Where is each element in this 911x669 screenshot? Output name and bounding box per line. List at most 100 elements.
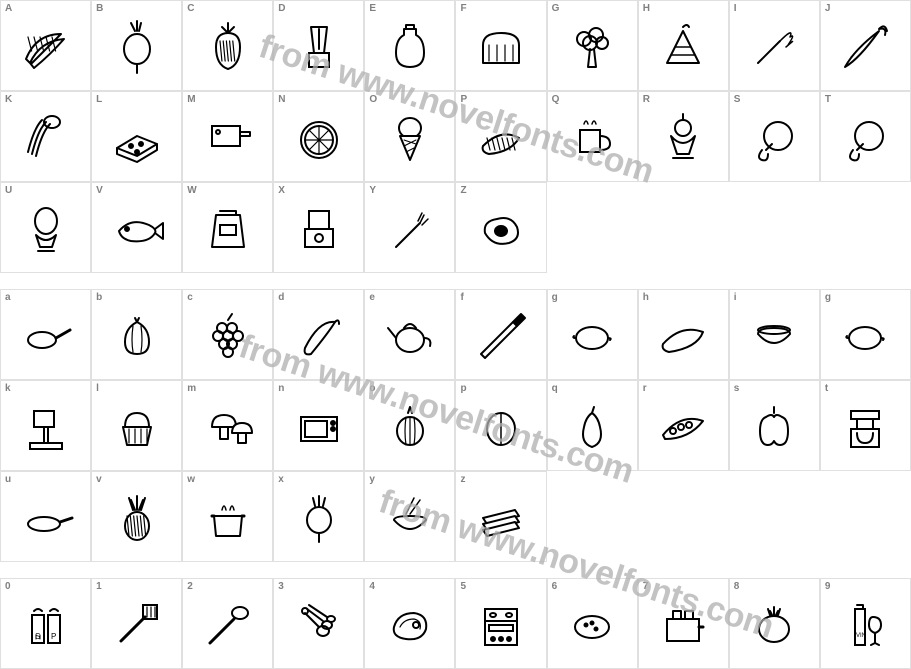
- cell-label: 0: [5, 581, 11, 592]
- rice-bowl-icon: [380, 490, 440, 548]
- glyph-cell: P: [455, 91, 546, 182]
- cake-slice-icon: [653, 19, 713, 77]
- pineapple-icon: [107, 490, 167, 548]
- shakers-icon: SP: [16, 597, 76, 655]
- glyph-cell: r: [638, 380, 729, 471]
- glyph-cell: Z: [455, 182, 546, 273]
- celery-icon: [16, 110, 76, 168]
- glyph-cell: M: [182, 91, 273, 182]
- glyph-cell: G: [547, 0, 638, 91]
- glyph-cell: 7: [638, 578, 729, 669]
- orange-slice-icon: [289, 110, 349, 168]
- pot-icon: [198, 490, 258, 548]
- lemon-icon: [562, 308, 622, 366]
- shallow-pan-icon: [16, 490, 76, 548]
- cell-label: 4: [369, 581, 375, 592]
- glyph-cell: L: [91, 91, 182, 182]
- cell-label: f: [460, 292, 463, 303]
- strawberry-icon: [198, 19, 258, 77]
- glyph-section: abcdefghigklmnopqrstuvwxyz: [0, 289, 911, 562]
- glyph-cell: S: [729, 91, 820, 182]
- font-character-map: ABCDEFGHIJKLMNOPQRSTUVWXYZabcdefghigklmn…: [0, 0, 911, 669]
- whisk-icon: [744, 19, 804, 77]
- cell-label: T: [825, 94, 831, 105]
- glyph-cell: 0 SP: [0, 578, 91, 669]
- empty-cell: [729, 182, 820, 273]
- cell-label: 1: [96, 581, 102, 592]
- broccoli-icon: [562, 19, 622, 77]
- empty-cell: [820, 182, 911, 273]
- glyph-cell: Y: [364, 182, 455, 273]
- zucchini-icon: [653, 308, 713, 366]
- sundae-icon: [653, 110, 713, 168]
- glyph-section: 0SP123456789VIN: [0, 578, 911, 669]
- glyph-cell: p: [455, 380, 546, 471]
- glyph-cell: J: [820, 0, 911, 91]
- cell-label: g: [825, 292, 831, 303]
- turnip-icon: [289, 490, 349, 548]
- drumstick-icon: [744, 110, 804, 168]
- cell-label: P: [460, 94, 467, 105]
- glyph-cell: s: [729, 380, 820, 471]
- cell-label: v: [96, 474, 102, 485]
- glyph-cell: i: [729, 289, 820, 380]
- cell-label: 2: [187, 581, 193, 592]
- milk-jug-icon: [380, 19, 440, 77]
- cell-label: E: [369, 3, 376, 14]
- svg-text:VIN: VIN: [856, 633, 866, 639]
- empty-cell: [638, 471, 729, 562]
- cell-label: a: [5, 292, 11, 303]
- glyph-cell: g: [547, 289, 638, 380]
- nut-icon: [471, 399, 531, 457]
- cleaver-icon: [198, 110, 258, 168]
- microwave-icon: [289, 399, 349, 457]
- cell-label: W: [187, 185, 196, 196]
- mushrooms-icon: [198, 399, 258, 457]
- svg-text:P: P: [51, 632, 56, 641]
- glyph-cell: v: [91, 471, 182, 562]
- cell-label: M: [187, 94, 195, 105]
- onion-icon: [380, 399, 440, 457]
- cell-label: 7: [643, 581, 649, 592]
- cell-label: V: [96, 185, 103, 196]
- cell-label: l: [96, 383, 99, 394]
- toaster-icon: [653, 597, 713, 655]
- cell-label: D: [278, 3, 285, 14]
- glyph-cell: m: [182, 380, 273, 471]
- grapes-icon: [198, 308, 258, 366]
- cell-label: 8: [734, 581, 740, 592]
- empty-cell: [638, 182, 729, 273]
- glyph-cell: a: [0, 289, 91, 380]
- glyph-cell: C: [182, 0, 273, 91]
- cell-label: S: [734, 94, 741, 105]
- cucumber-icon: [471, 110, 531, 168]
- glyph-cell: W: [182, 182, 273, 273]
- glyph-cell: X: [273, 182, 364, 273]
- glyph-cell: g: [820, 289, 911, 380]
- glyph-cell: 5: [455, 578, 546, 669]
- pan-icon: [16, 308, 76, 366]
- bananas-icon: [16, 19, 76, 77]
- pear-icon: [562, 399, 622, 457]
- glyph-cell: B: [91, 0, 182, 91]
- glyph-cell: z: [455, 471, 546, 562]
- glyph-cell: n: [273, 380, 364, 471]
- lemon-icon: [835, 308, 895, 366]
- tomato-icon: [744, 597, 804, 655]
- cell-label: b: [96, 292, 102, 303]
- carrot-icon: [835, 19, 895, 77]
- cell-label: J: [825, 3, 831, 14]
- glyph-cell: O: [364, 91, 455, 182]
- wine-icon: VIN: [835, 597, 895, 655]
- glyph-cell: k: [0, 380, 91, 471]
- cell-label: X: [278, 185, 285, 196]
- mixer-icon: [16, 399, 76, 457]
- cell-label: z: [460, 474, 465, 485]
- chili-icon: [289, 308, 349, 366]
- cell-label: A: [5, 3, 12, 14]
- cell-label: i: [734, 292, 737, 303]
- cell-label: g: [552, 292, 558, 303]
- cell-label: y: [369, 474, 375, 485]
- cell-label: t: [825, 383, 828, 394]
- empty-cell: [729, 471, 820, 562]
